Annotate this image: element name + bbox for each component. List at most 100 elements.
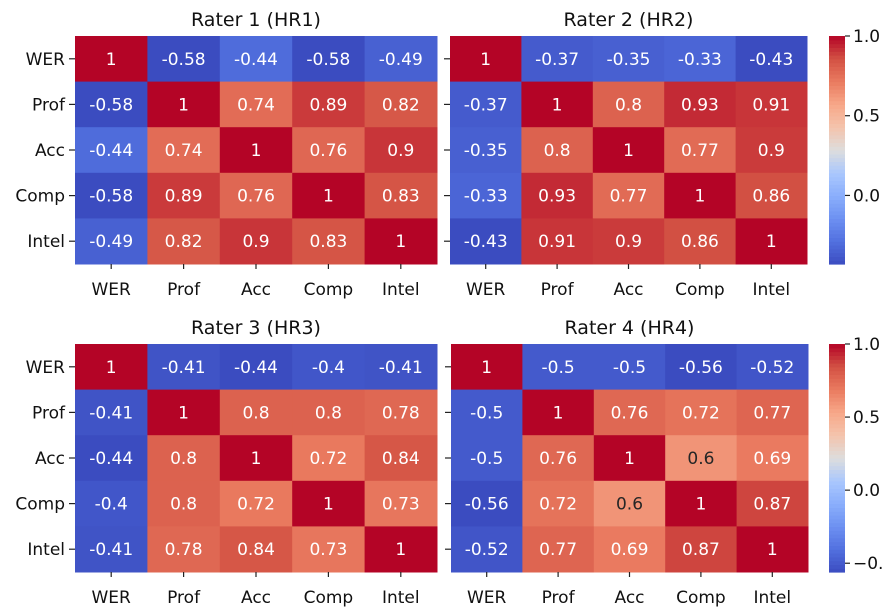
colorbar-segment — [829, 123, 845, 128]
cell-annotation: -0.41 — [89, 403, 133, 423]
colorbar-segment — [829, 526, 845, 531]
colorbar-segment — [829, 96, 845, 102]
cell-annotation: 1 — [323, 495, 334, 515]
heatmap-cell — [364, 36, 438, 83]
x-tick-label: Prof — [167, 588, 201, 607]
colorbar-tick-label: 0.5 — [853, 107, 880, 127]
colorbar-segment — [829, 184, 845, 189]
colorbar-tick-label: 1.0 — [853, 27, 880, 47]
cell-annotation: -0.37 — [464, 95, 508, 115]
heatmap-cell — [450, 81, 522, 128]
colorbar-segment — [829, 218, 845, 223]
cell-annotation: 1 — [178, 403, 189, 423]
colorbar-segment — [829, 150, 845, 155]
cell-annotation: 1 — [480, 50, 491, 70]
cell-annotation: 0.86 — [681, 232, 719, 252]
heatmap-panel-2: Rater 2 (HR2) 1 -0.37 -0.35 -0.33 -0.43 -0.37 1… — [444, 9, 880, 300]
colorbar-tick-label: −0. — [853, 554, 883, 574]
colorbar-segment — [829, 545, 845, 550]
cell-annotation: 0.91 — [752, 95, 790, 115]
colorbar-segment — [829, 507, 845, 512]
cell-annotation: -0.5 — [613, 358, 646, 378]
colorbar-segment — [829, 568, 845, 573]
colorbar: 1.0 0.5 0.0 −0. — [829, 335, 883, 574]
heatmap-cell — [75, 526, 148, 573]
heatmap-cell — [522, 526, 595, 573]
colorbar-segment — [829, 518, 845, 524]
colorbar-segment — [829, 374, 845, 379]
colorbar-segment — [829, 100, 845, 105]
cell-annotation: -0.58 — [306, 50, 350, 70]
heatmap-cell — [665, 435, 738, 482]
heatmap-cell — [219, 344, 293, 391]
heatmap-cell — [147, 526, 221, 573]
cell-annotation: 0.76 — [237, 187, 275, 207]
colorbar-segment — [829, 188, 845, 193]
colorbar-segment — [829, 382, 845, 387]
colorbar-segment — [829, 442, 845, 448]
heatmap-cell — [75, 172, 148, 219]
heatmap-cell — [735, 81, 808, 128]
heatmap-cell — [292, 218, 366, 265]
heatmap-cell — [521, 127, 594, 174]
colorbar-segment — [829, 207, 845, 212]
x-tick-label: WER — [467, 588, 507, 607]
heatmap-cell — [364, 526, 438, 573]
heatmap-cell — [593, 344, 666, 391]
colorbar-segment — [829, 36, 845, 41]
colorbar-segment — [829, 496, 845, 501]
cell-annotation: 0.73 — [309, 540, 347, 560]
cell-annotation: -0.33 — [678, 50, 722, 70]
colorbar-segment — [829, 435, 845, 440]
heatmap-title: Rater 2 (HR2) — [564, 9, 694, 31]
colorbar-segment — [829, 378, 845, 383]
cell-annotation: 1 — [323, 187, 334, 207]
heatmap-cell — [664, 36, 737, 83]
colorbar-tick-label: 0.0 — [853, 481, 880, 501]
y-tick-label: Acc — [35, 449, 65, 469]
cell-annotation: 0.93 — [681, 95, 719, 115]
cell-annotation: -0.58 — [89, 187, 133, 207]
cell-annotation: 0.76 — [611, 403, 649, 423]
colorbar-segment — [829, 127, 845, 132]
colorbar-segment — [829, 454, 845, 459]
heatmap-cell — [219, 218, 293, 265]
colorbar-segment — [829, 161, 845, 166]
cell-annotation: -0.58 — [89, 95, 133, 115]
heatmap-cell — [292, 127, 366, 174]
colorbar-segment — [829, 214, 845, 219]
colorbar-segment — [829, 359, 845, 364]
cell-annotation: 0.69 — [611, 540, 649, 560]
heatmap-cell — [219, 172, 293, 219]
heatmap-cell — [292, 526, 366, 573]
colorbar-segment — [829, 556, 845, 562]
cell-annotation: -0.52 — [750, 358, 794, 378]
cell-annotation: 0.87 — [753, 495, 791, 515]
colorbar-segment — [829, 108, 845, 113]
colorbar-segment — [829, 195, 845, 200]
heatmap-cell — [521, 218, 594, 265]
colorbar-segment — [829, 366, 845, 372]
heatmap-cell — [664, 81, 737, 128]
cell-annotation: 0.76 — [309, 141, 347, 161]
heatmap-cell — [735, 172, 808, 219]
cell-annotation: 1 — [552, 95, 563, 115]
colorbar-segment — [829, 142, 845, 147]
cell-annotation: -0.33 — [464, 187, 508, 207]
heatmap-cell — [147, 389, 221, 436]
cell-annotation: 0.8 — [544, 141, 571, 161]
colorbar-segment — [829, 157, 845, 162]
heatmap-panel-1: Rater 1 (HR1) 1 -0.58 -0.44 -0.58 -0.49 -0.58 1… — [15, 9, 438, 300]
colorbar-segment — [829, 423, 845, 429]
y-tick-label: WER — [26, 50, 66, 70]
cell-annotation: 1 — [766, 232, 777, 252]
heatmap-cell — [292, 435, 366, 482]
cell-annotation: 1 — [251, 449, 262, 469]
colorbar-segment — [829, 397, 845, 402]
x-tick-label: Comp — [304, 280, 354, 300]
colorbar-segment — [829, 39, 845, 45]
heatmap-cell — [450, 218, 522, 265]
heatmap-cell — [75, 389, 148, 436]
colorbar-segment — [829, 89, 845, 94]
x-tick-label: Comp — [676, 588, 726, 607]
